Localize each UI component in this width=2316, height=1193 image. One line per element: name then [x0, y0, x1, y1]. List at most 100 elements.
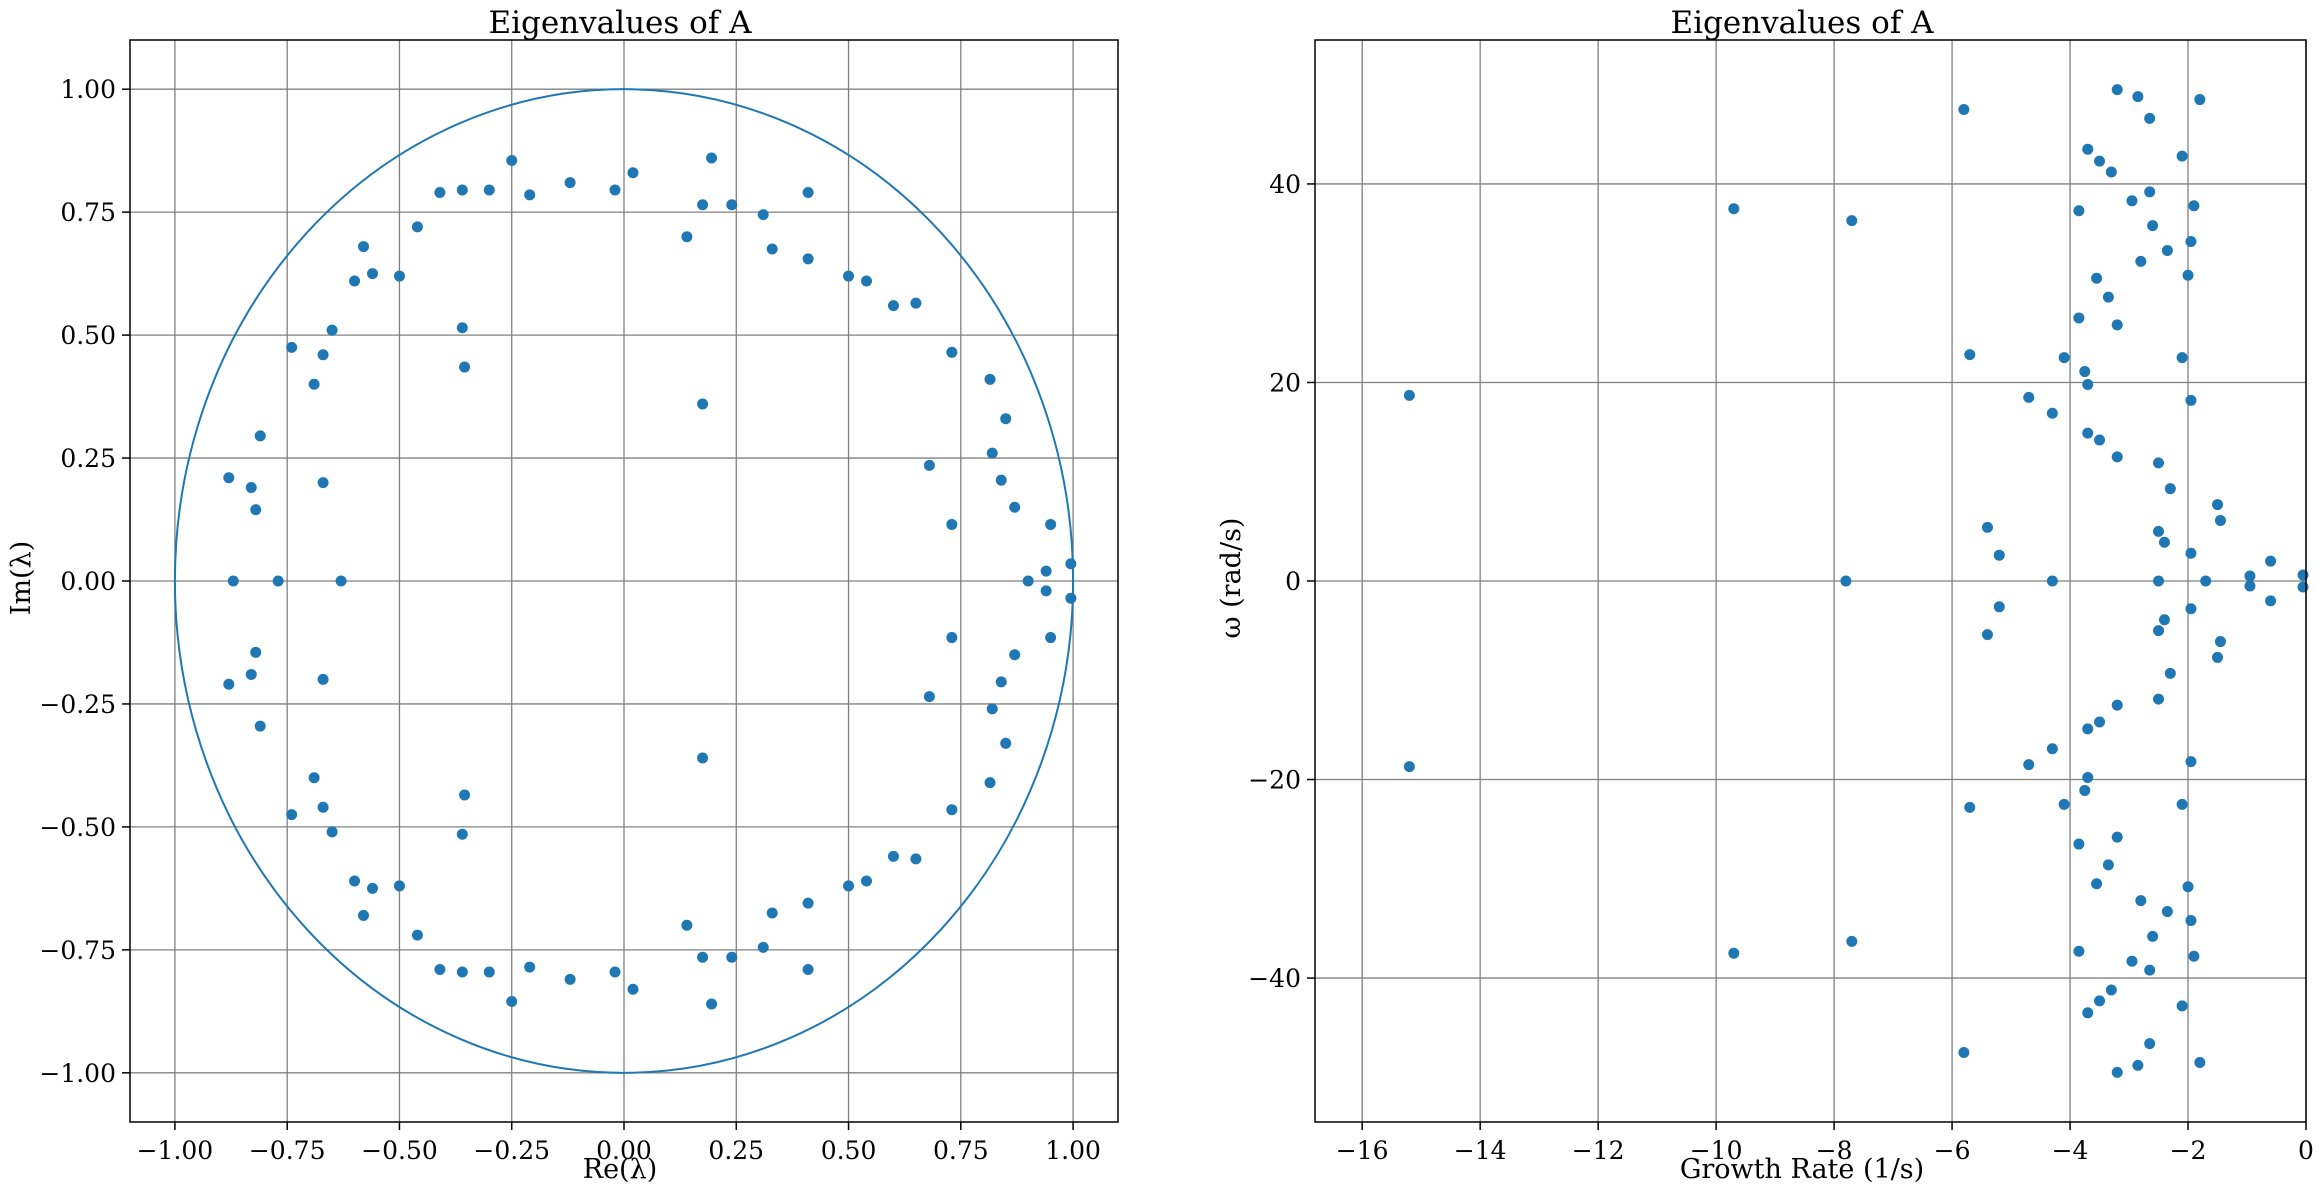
- right-y-tick-label: −20: [1248, 766, 1301, 795]
- left-eigenvalue-point: [1065, 558, 1077, 570]
- right-eigenvalue-point: [1846, 935, 1858, 947]
- left-eigenvalue-point: [946, 632, 958, 644]
- right-eigenvalue-point: [2214, 514, 2226, 526]
- right-eigenvalue-point: [2135, 895, 2147, 907]
- left-y-tick-label: −0.25: [39, 690, 116, 719]
- right-eigenvalue-point: [2094, 434, 2106, 446]
- left-eigenvalue-point: [861, 275, 873, 287]
- left-eigenvalue-point: [1009, 501, 1021, 513]
- right-points-layer: [1403, 84, 2309, 1078]
- left-eigenvalue-point: [910, 297, 922, 309]
- left-eigenvalue-point: [393, 270, 405, 282]
- right-eigenvalue-point: [1403, 761, 1415, 773]
- left-eigenvalue-point: [317, 673, 329, 685]
- right-eigenvalue-point: [2297, 569, 2309, 581]
- left-eigenvalue-point: [726, 199, 738, 211]
- right-x-tick-label: −2: [2170, 1136, 2207, 1165]
- right-eigenvalue-point: [2046, 407, 2058, 419]
- left-eigenvalue-point: [757, 209, 769, 221]
- right-eigenvalue-point: [2111, 699, 2123, 711]
- right-eigenvalue-point: [2176, 150, 2188, 162]
- left-eigenvalue-point: [697, 752, 709, 764]
- left-eigenvalue-point: [802, 897, 814, 909]
- right-eigenvalue-point: [2176, 798, 2188, 810]
- left-y-tick-label: 0.50: [60, 321, 116, 350]
- left-eigenvalue-point: [358, 909, 370, 921]
- right-eigenvalue-point: [2214, 636, 2226, 648]
- left-eigenvalue-point: [245, 482, 257, 494]
- left-y-tick-label: −0.50: [39, 813, 116, 842]
- left-eigenvalue-point: [757, 941, 769, 953]
- left-eigenvalue-point: [861, 875, 873, 887]
- left-eigenvalue-point: [946, 518, 958, 530]
- left-eigenvalue-point: [802, 964, 814, 976]
- right-eigenvalue-point: [2023, 391, 2035, 403]
- left-eigenvalue-point: [308, 772, 320, 784]
- left-x-tick-label: −0.50: [361, 1136, 438, 1165]
- right-eigenvalue-point: [2153, 693, 2165, 705]
- left-eigenvalue-point: [1045, 632, 1057, 644]
- right-x-axis-label: Growth Rate (1/s): [1680, 1154, 1924, 1185]
- left-y-tick-label: 0.25: [60, 444, 116, 473]
- left-eigenvalue-point: [697, 199, 709, 211]
- left-eigenvalue-point: [1045, 518, 1057, 530]
- right-eigenvalue-point: [2091, 878, 2103, 890]
- right-x-tick-label: −6: [1934, 1136, 1971, 1165]
- right-eigenvalue-point: [2091, 272, 2103, 284]
- right-eigenvalue-point: [1958, 103, 1970, 115]
- right-eigenvalue-point: [1728, 947, 1740, 959]
- right-y-tick-label: 40: [1269, 170, 1301, 199]
- right-y-tick-label: 0: [1285, 567, 1301, 596]
- left-eigenvalue-point: [506, 154, 518, 166]
- left-y-tick-label: 0.00: [60, 567, 116, 596]
- right-x-tick-label: 0: [2298, 1136, 2314, 1165]
- left-eigenvalue-point: [317, 801, 329, 813]
- right-eigenvalue-point: [2058, 798, 2070, 810]
- left-eigenvalue-point: [286, 809, 298, 821]
- left-eigenvalue-point: [681, 231, 693, 243]
- left-eigenvalue-point: [434, 186, 446, 198]
- right-eigenvalue-point: [2079, 366, 2091, 378]
- left-eigenvalue-point: [393, 880, 405, 892]
- left-eigenvalue-point: [627, 983, 639, 995]
- right-eigenvalue-point: [2161, 906, 2173, 918]
- right-eigenvalue-point: [2073, 945, 2085, 957]
- left-eigenvalue-point: [250, 646, 262, 658]
- left-eigenvalue-point: [564, 973, 576, 985]
- left-x-tick-label: 0.50: [821, 1136, 877, 1165]
- right-x-tick-label: −12: [1572, 1136, 1625, 1165]
- right-eigenvalue-point: [2082, 723, 2094, 735]
- right-eigenvalue-point: [1958, 1047, 1970, 1059]
- right-eigenvalue-point: [2144, 186, 2156, 198]
- right-chart-panel: Eigenvalues of A Growth Rate (1/s) ω (ra…: [1216, 5, 2314, 1185]
- left-eigenvalue-point: [459, 789, 471, 801]
- left-eigenvalue-point: [434, 964, 446, 976]
- right-eigenvalue-point: [2153, 457, 2165, 469]
- left-eigenvalue-point: [367, 882, 379, 894]
- right-eigenvalue-point: [2153, 525, 2165, 537]
- right-eigenvalue-point: [2200, 575, 2212, 587]
- right-eigenvalue-point: [2153, 625, 2165, 637]
- left-eigenvalue-point: [524, 961, 536, 973]
- left-tick-labels: −1.00 −0.75 −0.50 −0.25 0.00 0.25 0.50 0.75 1.00…: [39, 75, 1101, 1165]
- right-axes-frame: [1314, 39, 2307, 1123]
- right-eigenvalue-point: [2185, 603, 2197, 615]
- right-eigenvalue-point: [1403, 389, 1415, 401]
- right-y-tick-label: 20: [1269, 368, 1301, 397]
- left-x-tick-label: −0.25: [473, 1136, 550, 1165]
- left-eigenvalue-point: [223, 678, 235, 690]
- right-eigenvalue-point: [2297, 581, 2309, 593]
- left-eigenvalue-point: [946, 346, 958, 358]
- right-eigenvalue-point: [2182, 881, 2194, 893]
- left-eigenvalue-point: [524, 189, 536, 201]
- right-eigenvalue-point: [2094, 155, 2106, 167]
- right-x-tick-label: −8: [1816, 1136, 1853, 1165]
- left-eigenvalue-point: [995, 676, 1007, 688]
- right-eigenvalue-point: [2082, 143, 2094, 155]
- right-eigenvalue-point: [2212, 651, 2224, 663]
- left-x-tick-label: 1.00: [1045, 1136, 1101, 1165]
- right-eigenvalue-point: [1728, 203, 1740, 215]
- right-eigenvalue-point: [2244, 580, 2256, 592]
- right-eigenvalue-point: [2111, 451, 2123, 463]
